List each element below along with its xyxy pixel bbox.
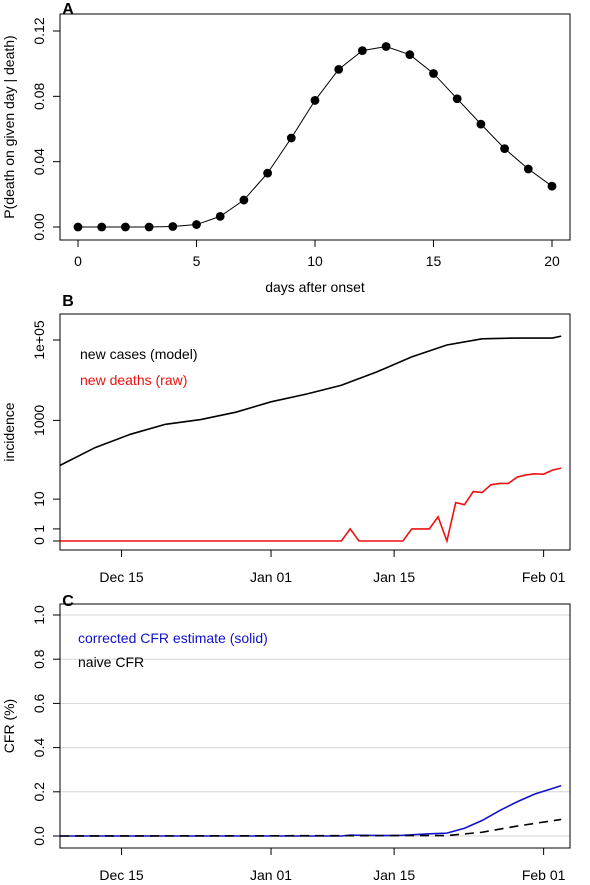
panel-c-y-tick-label: 0.6 [31,693,47,713]
panel-b-y-tick-label: 0 [31,537,47,545]
panel-b-y-axis-title: incidence [1,402,17,461]
panel-a-y-tick-label: 0.12 [31,17,47,44]
panel-b-y-tick-label: 10 [31,491,47,507]
panel-b-label: B [62,293,74,310]
panel-c-x-tick-label: Jan 15 [373,867,415,883]
panel-a-connecting-line [78,46,553,228]
panel-a-y-tick-label: 0.04 [31,148,47,175]
panel-c-label: C [62,593,74,610]
panel-a-frame [59,13,571,241]
panel-a-x-tick-label: 15 [426,253,442,269]
panel-a-data-point [405,50,415,60]
panel-b-legend-cases: new cases (model) [80,346,198,362]
panel-b-frame [59,313,571,551]
panel-c-y-tick-label: 0.8 [31,649,47,669]
panel-c-legend-naive: naive CFR [78,654,144,670]
panel-c-y-axis-title: CFR (%) [1,699,17,753]
panel-a-data-point [263,168,272,178]
panel-a-data-point [144,222,154,232]
panel-a-y-tick-label: 0.08 [31,82,47,109]
panel-a-data-point [73,222,83,232]
panel-a-y-axis-title: P(death on given day | death) [1,35,17,218]
panel-c-y-tick-label: 0.0 [31,826,47,846]
panel-a-x-tick-label: 0 [74,253,82,269]
panel-c-y-tick-label: 0.4 [31,738,47,758]
panel-b-series-line-deaths [60,467,562,544]
panel-a-y-tick-label: 0.00 [31,213,47,240]
panel-a-data-point [476,119,486,129]
panel-a-data-point [452,94,462,104]
panel-a-x-tick-label: 5 [193,253,201,269]
panel-a-x-axis-title: days after onset [265,279,365,295]
panel-a-data-point [97,222,107,232]
panel-c-y-tick-label: 1.0 [31,605,47,625]
panel-a-data-point [547,181,557,191]
panel-a-data-point [381,42,391,51]
panel-a-data-point [310,96,320,105]
panel-c-y-tick-label: 0.2 [31,782,47,802]
panel-b-legend-deaths: new deaths (raw) [80,372,187,388]
panel-b-y-tick-label: 1e+05 [31,320,47,360]
panel-a-data-point [215,211,225,221]
panel-a-x-tick-label: 20 [544,253,560,269]
panel-a-x-tick-label: 10 [307,253,323,269]
panel-c-series-line-naive [59,818,562,837]
panel-a-data-point [523,164,533,174]
panel-a-data-point [429,69,438,78]
panel-c-frame [59,603,571,849]
panel-b-x-tick-label: Feb 01 [522,569,566,585]
panel-a-data-point [239,195,249,205]
panel-c-x-tick-label: Jan 01 [250,867,292,883]
panel-b-x-tick-label: Jan 01 [250,569,292,585]
panel-c-series-line-corrected [60,784,562,837]
panel-a-data-point [286,133,296,143]
panel-a-label: A [62,1,74,18]
panel-a-data-point [334,64,344,74]
panel-b-x-tick-label: Jan 15 [373,569,415,585]
panel-b-series-line-cases [59,335,562,467]
panel-c-legend-corrected: corrected CFR estimate (solid) [78,630,268,646]
panel-b-y-tick-label: 1000 [31,405,47,436]
panel-a-data-point [358,46,367,55]
panel-b-x-tick-label: Dec 15 [99,569,144,585]
panel-a-data-point [500,144,509,154]
panel-a-data-point [121,222,130,232]
panel-c-x-tick-label: Feb 01 [522,867,566,883]
panel-a-data-point [192,220,201,229]
panel-c-x-tick-label: Dec 15 [99,867,144,883]
panel-a-data-point [168,222,178,231]
panel-b-y-tick-label: 1 [31,525,47,533]
